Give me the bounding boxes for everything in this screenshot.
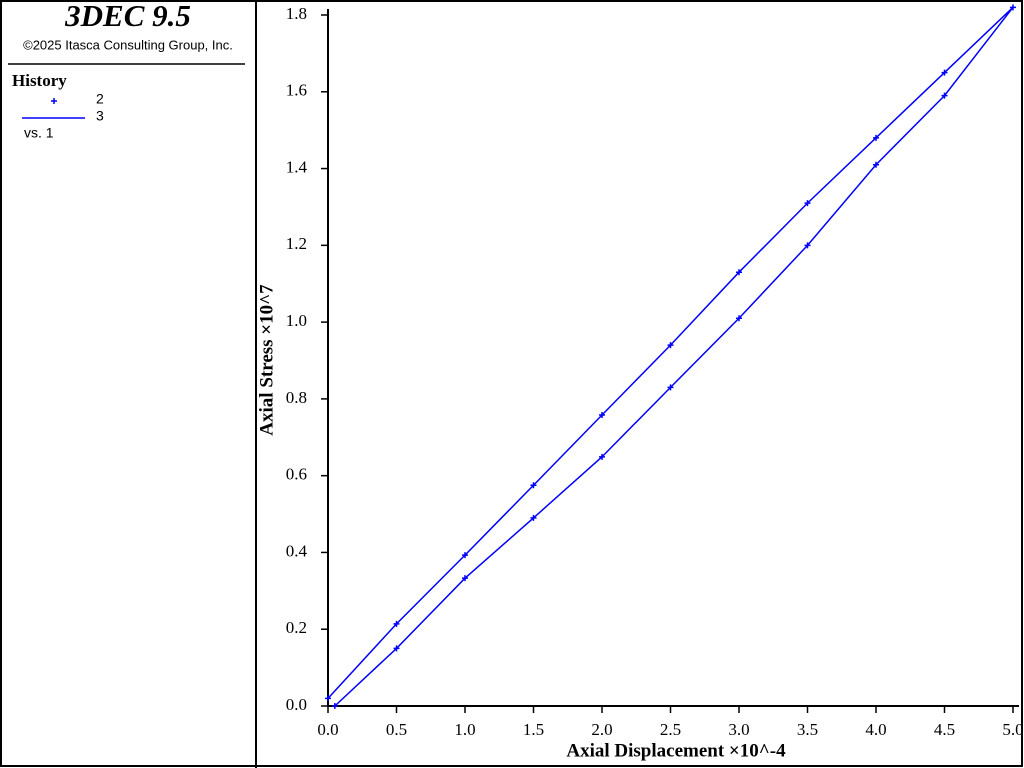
legend-label: 3 (96, 108, 104, 124)
y-tick-label: 0.2 (286, 618, 307, 637)
y-tick-label: 0.6 (286, 465, 307, 484)
x-tick-label: 2.0 (591, 720, 612, 739)
y-tick-label: 0.0 (286, 695, 307, 714)
legend-note: vs. 1 (24, 125, 54, 141)
copyright: ©2025 Itasca Consulting Group, Inc. (23, 37, 233, 52)
x-tick-label: 3.0 (728, 720, 749, 739)
x-axis-title: Axial Displacement ×10^-4 (566, 740, 786, 761)
y-tick-label: 1.0 (286, 311, 307, 330)
y-axis-title: Axial Stress ×10^7 (256, 284, 277, 436)
y-tick-label: 1.6 (286, 81, 307, 100)
x-tick-label: 1.0 (454, 720, 475, 739)
series-line (327, 6, 1014, 707)
y-tick-label: 1.2 (286, 234, 307, 253)
x-tick-label: 4.0 (865, 720, 886, 739)
legend-label: 2 (96, 91, 104, 107)
x-tick-label: 2.5 (660, 720, 681, 739)
x-tick-label: 4.5 (934, 720, 955, 739)
y-tick-label: 0.8 (286, 388, 307, 407)
x-tick-label: 0.0 (317, 720, 338, 739)
legend-title: History (12, 71, 67, 90)
app-title: 3DEC 9.5 (64, 0, 191, 33)
x-tick-label: 0.5 (386, 720, 407, 739)
x-tick-label: 1.5 (523, 720, 544, 739)
y-tick-label: 1.8 (286, 4, 307, 23)
x-tick-label: 5.0 (1002, 720, 1023, 739)
y-tick-label: 1.4 (286, 157, 308, 176)
x-tick-label: 3.5 (797, 720, 818, 739)
legend-marker (51, 98, 57, 104)
y-tick-label: 0.4 (286, 541, 308, 560)
